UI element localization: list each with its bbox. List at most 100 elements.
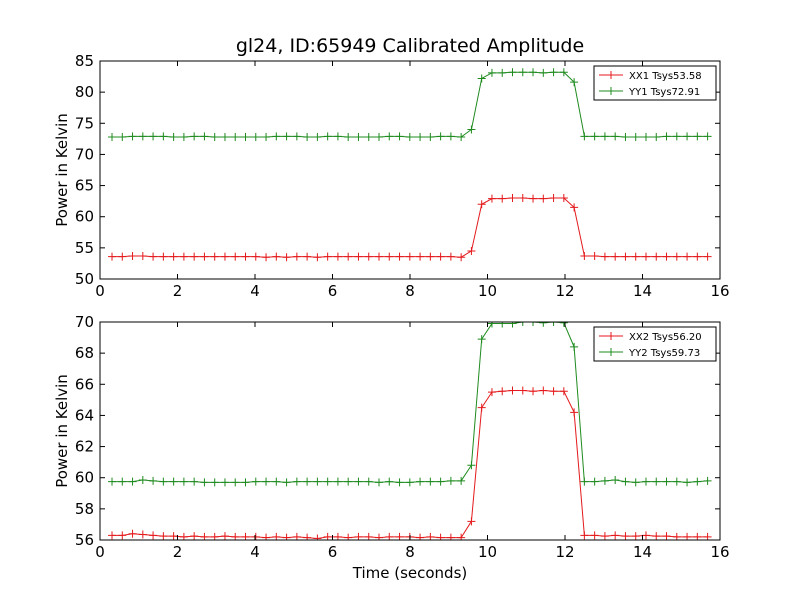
data-point	[262, 132, 271, 141]
x-tick-label: 16	[710, 543, 729, 561]
data-point	[529, 387, 538, 396]
y-tick-label: 75	[75, 114, 94, 132]
x-axis-label: Time (seconds)	[352, 564, 468, 582]
data-point	[292, 477, 301, 486]
data-point	[241, 132, 250, 141]
data-point	[549, 322, 558, 326]
data-point	[282, 253, 291, 262]
data-point	[323, 477, 332, 486]
x-tick-label: 2	[173, 543, 183, 561]
data-point	[364, 132, 373, 141]
data-point	[518, 386, 527, 395]
data-point	[118, 531, 127, 540]
data-point	[580, 477, 589, 486]
data-point	[580, 531, 589, 540]
data-point	[138, 132, 147, 141]
data-point	[241, 252, 250, 261]
data-point	[344, 477, 353, 486]
data-point	[580, 251, 589, 260]
data-point	[251, 477, 260, 486]
data-point	[457, 253, 466, 262]
data-point	[590, 477, 599, 486]
data-point	[436, 132, 445, 141]
data-point	[354, 477, 363, 486]
data-point	[600, 252, 609, 261]
data-point	[231, 252, 240, 261]
data-point	[395, 478, 404, 487]
data-point	[652, 532, 661, 540]
data-point	[313, 253, 322, 262]
data-point	[313, 477, 322, 486]
y-tick-label: 68	[75, 344, 94, 362]
data-point	[703, 252, 712, 261]
data-point	[303, 252, 312, 261]
data-point	[549, 68, 558, 77]
data-point	[559, 68, 568, 77]
data-point	[138, 476, 147, 485]
data-point	[426, 477, 435, 486]
data-point	[416, 533, 425, 540]
data-point	[621, 477, 630, 486]
data-point	[570, 342, 579, 351]
data-point	[652, 477, 661, 486]
data-point	[457, 533, 466, 540]
data-point	[251, 252, 260, 261]
data-point	[518, 194, 527, 203]
y-tick-label: 70	[75, 313, 94, 331]
y-tick-label: 56	[75, 531, 94, 549]
data-point	[169, 477, 178, 486]
data-point	[108, 531, 117, 540]
data-point	[262, 533, 271, 540]
data-point	[262, 253, 271, 262]
x-tick-label: 0	[95, 543, 105, 561]
data-point	[631, 532, 640, 540]
data-point	[272, 132, 281, 141]
data-point	[149, 252, 158, 261]
data-point	[159, 477, 168, 486]
data-point	[231, 478, 240, 487]
data-point	[559, 387, 568, 396]
data-point	[200, 132, 209, 141]
x-tick-label: 14	[633, 282, 652, 300]
data-point	[693, 252, 702, 261]
data-point	[436, 477, 445, 486]
data-point	[323, 132, 332, 141]
top-chart: 0 2 4 6 8 10 12 14 16 50 55 60 65 70 75 80 85 Power in Ke…	[53, 52, 730, 300]
y-tick-label: 70	[75, 145, 94, 163]
data-point	[405, 478, 414, 487]
x-tick-label: 2	[173, 282, 183, 300]
data-point	[169, 132, 178, 141]
data-point	[436, 533, 445, 540]
data-point	[446, 132, 455, 141]
data-point	[487, 388, 496, 397]
data-point	[580, 132, 589, 141]
data-point	[303, 533, 312, 540]
data-point	[498, 322, 507, 328]
data-point	[344, 132, 353, 141]
data-point	[354, 132, 363, 141]
data-point	[292, 132, 301, 141]
data-point	[539, 68, 548, 77]
data-point	[631, 132, 640, 141]
data-point	[282, 478, 291, 487]
y-axis-label: Power in Kelvin	[53, 113, 71, 227]
y-tick-label: 55	[75, 239, 94, 257]
x-tick-label: 10	[478, 543, 497, 561]
legend-label: YY2 Tsys59.73	[628, 348, 700, 359]
data-point	[262, 477, 271, 486]
data-point	[467, 246, 476, 255]
data-point	[108, 252, 117, 261]
x-tick-label: 12	[555, 282, 574, 300]
legend-box	[593, 65, 717, 101]
x-tick-label: 0	[95, 282, 105, 300]
data-point	[570, 408, 579, 417]
data-point	[272, 477, 281, 486]
data-point	[641, 132, 650, 141]
y-tick-label: 58	[75, 500, 94, 518]
y-tick-label: 60	[75, 208, 94, 226]
y-axis-label: Power in Kelvin	[53, 374, 71, 488]
data-point	[518, 322, 527, 326]
data-point	[600, 132, 609, 141]
y-tick-label: 80	[75, 83, 94, 101]
